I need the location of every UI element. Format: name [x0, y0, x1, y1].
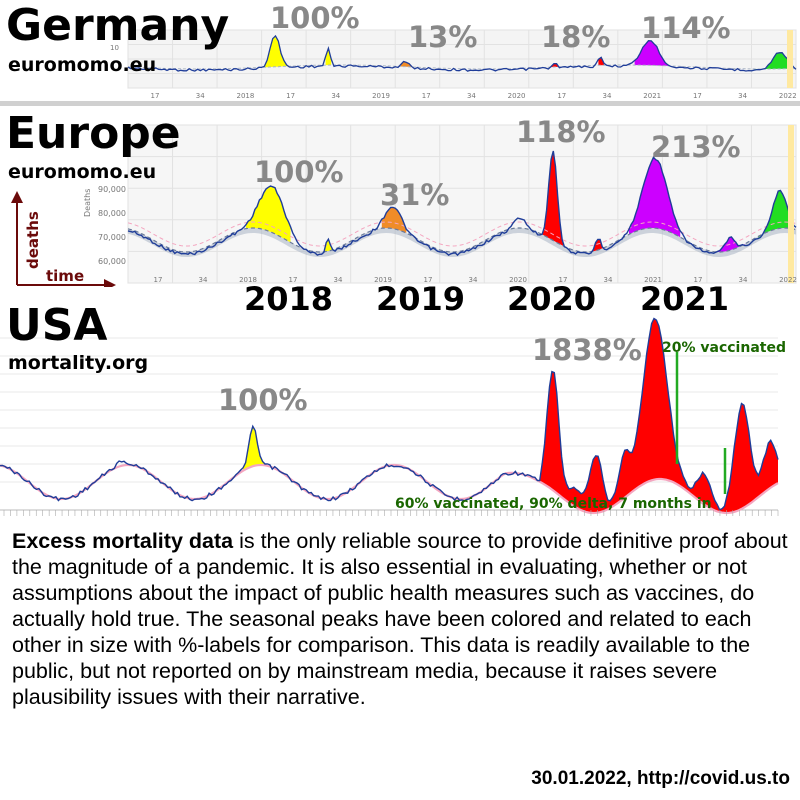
germany-x-tick: 17	[693, 92, 702, 100]
germany-x-tick: 34	[738, 92, 747, 100]
europe-peak-label-2019: 31%	[380, 178, 449, 212]
europe-peak-label-2021: 213%	[651, 130, 741, 164]
germany-source: euromomo.eu	[8, 54, 157, 76]
europe-y-tick: 60,000	[98, 257, 126, 266]
year-label-2020: 2020	[507, 280, 597, 318]
europe-x-tick: 17	[289, 276, 298, 284]
germany-x-tick: 34	[467, 92, 476, 100]
usa-peak-label-2018: 100%	[218, 383, 308, 417]
usa-source: mortality.org	[8, 352, 149, 374]
europe-x-tick: 34	[469, 276, 478, 284]
germany-x-tick: 34	[603, 92, 612, 100]
axis-icon: deaths time	[11, 191, 116, 287]
usa-title: USA	[6, 300, 108, 351]
europe-x-tick: 34	[199, 276, 208, 284]
germany-x-tick: 2019	[372, 92, 390, 100]
europe-x-tick: 2022	[779, 276, 797, 284]
axis-icon-x-label: time	[46, 267, 84, 285]
germany-x-tick: 2020	[508, 92, 526, 100]
germany-x-tick: 17	[422, 92, 431, 100]
annotation-20-vaccinated: 20% vaccinated	[662, 340, 786, 356]
europe-y-tick: 70,000	[98, 233, 126, 242]
europe-title: Europe	[6, 108, 181, 159]
europe-x-tick: 34	[604, 276, 613, 284]
europe-x-tick: 17	[694, 276, 703, 284]
usa-chart: 100% 1838% 20% vaccinated 60% vaccinated…	[0, 317, 786, 516]
annotation-60-vaccinated: 60% vaccinated, 90% delta, 7 months in	[395, 496, 712, 512]
germany-peak-label-2020: 18%	[541, 20, 610, 54]
description-bold: Excess mortality data	[12, 529, 234, 553]
europe-panel: Deaths 60,000 70,000 80,000 90,000 17 34 2018…	[0, 107, 800, 287]
germany-x-tick: 17	[151, 92, 160, 100]
germany-x-tick: 17	[557, 92, 566, 100]
description-text: Excess mortality data is the only reliab…	[12, 528, 792, 710]
europe-y-axis-label: Deaths	[83, 189, 92, 217]
usa-panel: 100% 1838% 20% vaccinated 60% vaccinated…	[0, 298, 800, 520]
germany-peak-label-2018: 100%	[270, 1, 360, 35]
europe-x-tick: 17	[424, 276, 433, 284]
europe-x-tick: 2019	[374, 276, 392, 284]
separator-1	[0, 101, 800, 106]
europe-x-tick: 17	[559, 276, 568, 284]
europe-source: euromomo.eu	[8, 161, 157, 183]
europe-x-tick: 2021	[644, 276, 662, 284]
usa-peak-label-covid: 1838%	[532, 333, 642, 367]
germany-x-tick: 34	[331, 92, 340, 100]
germany-peak-label-2021: 114%	[641, 11, 731, 45]
europe-x-tick: 34	[739, 276, 748, 284]
germany-x-tick: 17	[286, 92, 295, 100]
germany-y-tick: 10	[110, 44, 119, 52]
europe-x-tick: 2018	[239, 276, 257, 284]
germany-x-tick: 2021	[643, 92, 661, 100]
germany-x-tick: 34	[196, 92, 205, 100]
germany-x-tick: 2022	[779, 92, 797, 100]
europe-x-tick: 2020	[509, 276, 527, 284]
germany-panel: 10 17 34 2018 17 34 2019 17 34 2020 17 34 2021 17 34 2…	[0, 0, 800, 100]
europe-y-tick: 90,000	[98, 185, 126, 194]
germany-peak-label-2019: 13%	[408, 20, 477, 54]
description-body: is the only reliable source to provide d…	[12, 529, 788, 709]
europe-x-tick: 17	[154, 276, 163, 284]
germany-chart: 10 17 34 2018 17 34 2019 17 34 2020 17 34 2021 17 34 2…	[110, 1, 797, 100]
europe-peak-label-2020: 118%	[516, 115, 606, 149]
germany-title: Germany	[6, 0, 230, 51]
year-label-2018: 2018	[244, 280, 334, 318]
year-label-2021: 2021	[640, 280, 730, 318]
europe-x-tick: 34	[334, 276, 343, 284]
europe-chart: Deaths 60,000 70,000 80,000 90,000 17 34 2018…	[11, 115, 797, 287]
axis-icon-y-label: deaths	[24, 211, 42, 269]
europe-y-tick: 80,000	[98, 209, 126, 218]
germany-x-tick: 2018	[236, 92, 254, 100]
footer-date-url: 30.01.2022, http://covid.us.to	[531, 768, 790, 789]
europe-peak-label-2018: 100%	[254, 155, 344, 189]
year-label-2019: 2019	[376, 280, 466, 318]
